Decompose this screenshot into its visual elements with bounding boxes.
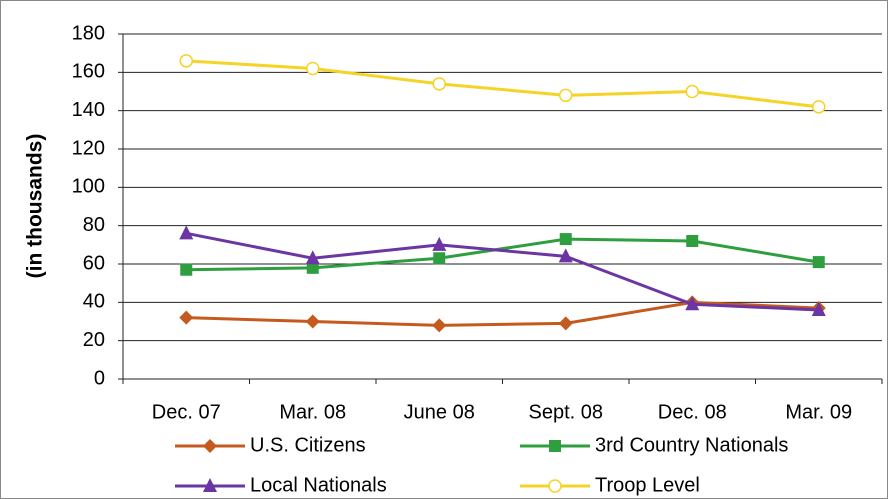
marker: [432, 77, 446, 91]
marker: [686, 235, 699, 247]
series-line: [186, 59, 819, 109]
x-tick-label: Mar. 09: [785, 401, 852, 423]
marker: [432, 318, 447, 333]
y-tick-label: 160: [72, 61, 105, 83]
y-tick-label: 80: [83, 214, 105, 236]
marker: [549, 440, 561, 452]
series-line: [185, 231, 819, 312]
y-tick-label: 120: [72, 137, 105, 159]
marker: [548, 479, 562, 493]
x-tick-label: Dec. 08: [658, 401, 727, 423]
y-tick-label: 100: [72, 176, 105, 198]
marker: [306, 261, 319, 274]
y-tick-label: 0: [94, 367, 105, 389]
y-axis-label: (in thousands): [24, 134, 47, 279]
marker: [305, 250, 320, 265]
legend-label: Local Nationals: [250, 474, 387, 496]
legend-label: Troop Level: [595, 474, 700, 496]
x-tick-label: Mar. 08: [279, 401, 346, 423]
x-tick-label: June 08: [404, 401, 475, 423]
x-tick-label: Dec. 07: [152, 401, 221, 423]
y-tick-label: 140: [72, 99, 105, 121]
marker: [433, 252, 446, 265]
marker: [306, 61, 320, 76]
marker: [812, 256, 825, 269]
legend-label: U.S. Citizens: [250, 434, 366, 456]
x-tick-label: Sept. 08: [528, 401, 603, 423]
y-tick-label: 20: [83, 329, 105, 351]
marker: [180, 263, 193, 276]
legend-label: 3rd Country Nationals: [595, 434, 788, 456]
y-tick-label: 40: [83, 291, 105, 313]
marker: [179, 54, 193, 68]
marker: [203, 478, 217, 492]
series-line: [186, 300, 819, 327]
marker: [558, 316, 573, 331]
marker: [812, 100, 826, 114]
marker: [559, 88, 573, 103]
marker: [179, 225, 194, 240]
marker: [685, 296, 700, 311]
marker: [179, 310, 194, 325]
marker: [305, 314, 320, 329]
marker: [811, 302, 826, 316]
y-tick-label: 60: [83, 252, 105, 274]
y-tick-label: 180: [72, 22, 105, 44]
marker: [559, 233, 572, 246]
series-line: [186, 237, 819, 272]
marker: [685, 84, 699, 99]
marker: [203, 439, 217, 453]
marker: [558, 248, 573, 263]
marker: [432, 236, 447, 251]
